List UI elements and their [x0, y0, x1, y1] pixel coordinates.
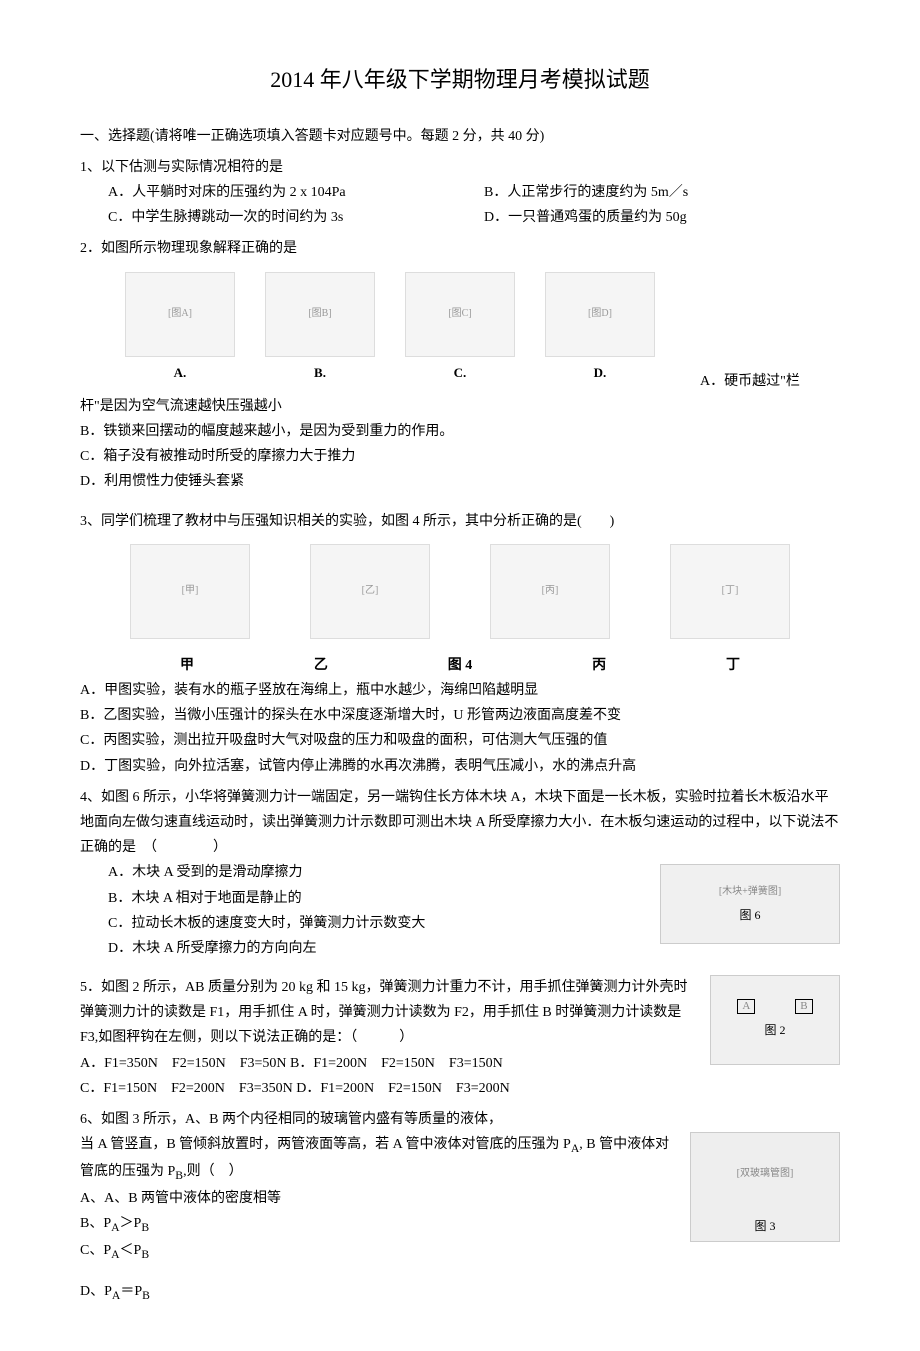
q2-fig-b: [图B]: [265, 272, 375, 357]
q3-opt-b: B．乙图实验，当微小压强计的探头在水中深度逐渐增大时，U 形管两边液面高度差不变: [80, 703, 840, 728]
question-3: 3、同学们梳理了教材中与压强知识相关的实验，如图 4 所示，其中分析正确的是( …: [80, 509, 840, 779]
q6-stem1: 6、如图 3 所示，A、B 两个内径相同的玻璃管内盛有等质量的液体，: [80, 1107, 840, 1132]
q2-stem: 2．如图所示物理现象解释正确的是: [80, 236, 840, 261]
q4-opt-c: C．拉动长木板的速度变大时，弹簧测力计示数变大: [108, 911, 648, 936]
q5-opt-d: D．F1=200N F2=150N F3=200N: [296, 1081, 510, 1096]
q2-fig-a-label: A.: [174, 361, 187, 384]
q3-fig-jia: [甲]: [130, 544, 250, 639]
q2-opt-b: B．铁锁来回摆动的幅度越来越小，是因为受到重力的作用。: [80, 419, 840, 444]
q3-label-ding: 丁: [726, 653, 740, 678]
q4-fig-label: 图 6: [739, 905, 760, 927]
q3-label-jia: 甲: [180, 653, 194, 678]
q2-fig-d-label: D.: [594, 361, 607, 384]
question-6: 6、如图 3 所示，A、B 两个内径相同的玻璃管内盛有等质量的液体， [双玻璃管…: [80, 1107, 840, 1305]
q2-opt-a-part2: 杆"是因为空气流速越快压强越小: [80, 394, 840, 419]
q4-opt-d: D．木块 A 所受摩擦力的方向向左: [108, 936, 648, 961]
q2-fig-c-label: C.: [454, 361, 467, 384]
q6-fig-label: 图 3: [754, 1216, 775, 1238]
q2-figure-row: [图A] A. [图B] B. [图C] C. [图D] D.: [80, 272, 700, 384]
q3-label-row: 甲 乙 图 4 丙 丁: [80, 653, 840, 678]
q4-opt-a: A．木块 A 受到的是滑动摩擦力: [108, 860, 648, 885]
q3-figure-row: [甲] [乙] [丙] [丁]: [80, 544, 840, 643]
q4-figure: [木块+弹簧图] 图 6: [660, 864, 840, 944]
question-5: A B 图 2 5．如图 2 所示，AB 质量分别为 20 kg 和 15 kg…: [80, 975, 840, 1101]
q3-fig-bing: [丙]: [490, 544, 610, 639]
question-1: 1、以下估测与实际情况相符的是 A．人平躺时对床的压强约为 2 x 104Pa …: [80, 155, 840, 231]
q1-opt-a: A．人平躺时对床的压强约为 2 x 104Pa: [108, 180, 464, 205]
q2-fig-a: [图A]: [125, 272, 235, 357]
question-2: 2．如图所示物理现象解释正确的是 [图A] A. [图B] B. [图C] C.…: [80, 236, 840, 494]
q2-fig-b-label: B.: [314, 361, 326, 384]
q2-opt-d: D．利用惯性力使锤头套紧: [80, 469, 840, 494]
page-title: 2014 年八年级下学期物理月考模拟试题: [80, 60, 840, 100]
section-1-header: 一、选择题(请将唯一正确选项填入答题卡对应题号中。每题 2 分，共 40 分): [80, 124, 840, 149]
q4-opt-b: B．木块 A 相对于地面是静止的: [108, 886, 648, 911]
q3-label-tu: 图 4: [448, 653, 473, 678]
q3-opt-d: D．丁图实验，向外拉活塞，试管内停止沸腾的水再次沸腾，表明气压减小，水的沸点升高: [80, 754, 840, 779]
q6-figure: [双玻璃管图] 图 3: [690, 1132, 840, 1242]
q1-stem: 1、以下估测与实际情况相符的是: [80, 155, 840, 180]
q5-fig-label: 图 2: [764, 1020, 785, 1042]
q3-fig-ding: [丁]: [670, 544, 790, 639]
q5-opt-b: B．F1=200N F2=150N F3=150N: [290, 1056, 503, 1071]
q3-opt-a: A．甲图实验，装有水的瓶子竖放在海绵上，瓶中水越少，海绵凹陷越明显: [80, 678, 840, 703]
q2-opt-a-part1: A．硬币越过"栏: [700, 369, 840, 394]
q5-fig-a-label: A: [737, 999, 755, 1014]
q5-figure: A B 图 2: [710, 975, 840, 1065]
q3-stem: 3、同学们梳理了教材中与压强知识相关的实验，如图 4 所示，其中分析正确的是( …: [80, 509, 840, 534]
q5-fig-b-label: B: [795, 999, 812, 1014]
q3-label-bing: 丙: [592, 653, 606, 678]
q2-fig-d: [图D]: [545, 272, 655, 357]
q1-opt-d: D．一只普通鸡蛋的质量约为 50g: [484, 205, 840, 230]
q1-opt-c: C．中学生脉搏跳动一次的时间约为 3s: [108, 205, 464, 230]
q2-fig-c: [图C]: [405, 272, 515, 357]
q2-opt-c: C．箱子没有被推动时所受的摩擦力大于推力: [80, 444, 840, 469]
q5-opt-a: A．F1=350N F2=150N F3=50N: [80, 1056, 287, 1071]
q3-opt-c: C．丙图实验，测出拉开吸盘时大气对吸盘的压力和吸盘的面积，可估测大气压强的值: [80, 728, 840, 753]
question-4: 4、如图 6 所示，小华将弹簧测力计一端固定，另一端钩住长方体木块 A，木块下面…: [80, 785, 840, 961]
q3-fig-yi: [乙]: [310, 544, 430, 639]
q6-opt-d: D、PA＝PB: [80, 1279, 840, 1306]
q3-label-yi: 乙: [314, 653, 328, 678]
q4-stem: 4、如图 6 所示，小华将弹簧测力计一端固定，另一端钩住长方体木块 A，木块下面…: [80, 785, 840, 861]
q1-opt-b: B．人正常步行的速度约为 5m／s: [484, 180, 840, 205]
q5-opt-c: C．F1=150N F2=200N F3=350N: [80, 1081, 293, 1096]
